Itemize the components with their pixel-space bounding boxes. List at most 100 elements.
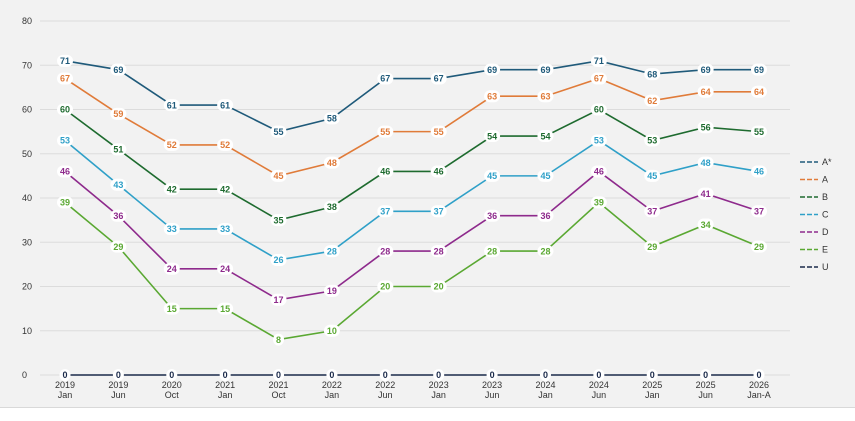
data-labels: 71 69 61 61 55 58 67 67 69 69 71 68 69 69 67 59 52 52 45 48… <box>57 54 767 381</box>
data-label-E: 20 <box>380 282 390 292</box>
data-label-A: 64 <box>754 87 764 97</box>
data-label-E: 28 <box>487 246 497 256</box>
data-point-bg <box>697 85 714 98</box>
x-tick-label-year: 2024 <box>589 380 609 390</box>
data-label-C: 53 <box>60 136 70 146</box>
data-label-D: 17 <box>274 295 284 305</box>
data-point-bg <box>377 125 394 138</box>
data-point-bg <box>112 369 124 381</box>
data-label-C: 53 <box>594 136 604 146</box>
data-label-B: 54 <box>487 131 497 141</box>
data-label-A: 52 <box>220 140 230 150</box>
data-label-C: 48 <box>701 158 711 168</box>
data-point-bg <box>484 209 501 222</box>
data-point-bg <box>217 262 234 275</box>
data-label-D: 36 <box>113 211 123 221</box>
data-label-E: 34 <box>701 220 711 230</box>
data-label-E: 20 <box>434 282 444 292</box>
data-point-bg <box>537 169 554 182</box>
series-line-E <box>64 201 760 341</box>
data-label-C: 45 <box>487 171 497 181</box>
data-label-A*: 71 <box>60 56 70 66</box>
series-line-A* <box>64 60 759 133</box>
data-point-bg <box>644 205 661 218</box>
data-point-bg <box>270 169 287 182</box>
data-label-U: 0 <box>116 370 121 380</box>
data-label-A: 64 <box>701 87 711 97</box>
data-label-U: 0 <box>756 370 761 380</box>
data-point-bg <box>57 103 73 116</box>
y-tick-label: 70 <box>22 60 32 70</box>
data-label-B: 38 <box>327 202 337 212</box>
data-point-bg <box>590 72 607 85</box>
data-label-U: 0 <box>223 370 228 380</box>
data-label-E: 10 <box>327 326 337 336</box>
data-label-C: 37 <box>380 206 390 216</box>
x-axis-ticks: 2019Jan2019Jun2020Oct2021Jan2021Oct2022J… <box>55 375 771 400</box>
data-label-B: 56 <box>701 122 711 132</box>
data-point-bg <box>110 107 127 120</box>
data-point-bg <box>486 369 498 381</box>
data-label-U: 0 <box>169 370 174 380</box>
data-label-C: 37 <box>434 206 444 216</box>
data-point-bg <box>323 200 340 213</box>
data-label-A: 63 <box>487 91 497 101</box>
series-line-B <box>64 108 760 221</box>
data-point-bg <box>644 169 661 182</box>
data-point-bg <box>537 63 554 76</box>
data-label-E: 8 <box>276 335 281 345</box>
legend-label-D: D <box>822 227 829 237</box>
data-point-bg <box>166 369 178 381</box>
data-label-E: 15 <box>220 304 230 314</box>
data-label-B: 46 <box>380 167 390 177</box>
data-label-A: 63 <box>540 91 550 101</box>
x-tick-label-year: 2019 <box>108 380 128 390</box>
x-tick-label-year: 2023 <box>429 380 449 390</box>
x-tick-label-year: 2021 <box>269 380 289 390</box>
data-point-bg <box>110 143 127 156</box>
data-label-E: 39 <box>60 198 70 208</box>
data-label-U: 0 <box>490 370 495 380</box>
data-point-bg <box>57 165 73 178</box>
x-tick-label-year: 2024 <box>535 380 555 390</box>
data-point-bg <box>377 245 394 258</box>
data-point-bg <box>57 196 73 209</box>
data-point-bg <box>110 63 127 76</box>
data-point-bg <box>751 63 767 76</box>
data-point-bg <box>270 125 287 138</box>
data-point-bg <box>593 369 605 381</box>
data-point-bg <box>697 156 714 169</box>
data-point-bg <box>644 94 661 107</box>
x-tick-label-month: Jan <box>58 390 73 400</box>
data-point-bg <box>697 218 714 231</box>
data-point-bg <box>163 262 180 275</box>
data-label-B: 60 <box>594 105 604 115</box>
data-label-B: 60 <box>60 105 70 115</box>
data-label-A*: 61 <box>167 100 177 110</box>
x-tick-label-month: Jan <box>431 390 446 400</box>
data-label-U: 0 <box>703 370 708 380</box>
data-label-A*: 71 <box>594 56 604 66</box>
data-label-A*: 55 <box>274 127 284 137</box>
data-point-bg <box>377 72 394 85</box>
y-tick-label: 50 <box>22 149 32 159</box>
data-point-bg <box>110 178 127 191</box>
data-point-bg <box>270 293 287 306</box>
data-point-bg <box>484 245 501 258</box>
x-tick-label-year: 2020 <box>162 380 182 390</box>
data-label-D: 46 <box>60 167 70 177</box>
data-label-C: 33 <box>220 224 230 234</box>
data-label-A: 52 <box>167 140 177 150</box>
data-point-bg <box>163 138 180 151</box>
data-point-bg <box>270 214 287 227</box>
data-label-C: 43 <box>113 180 123 190</box>
data-point-bg <box>644 240 661 253</box>
data-label-A*: 61 <box>220 100 230 110</box>
data-point-bg <box>430 165 447 178</box>
data-point-bg <box>433 369 445 381</box>
data-point-bg <box>273 369 285 381</box>
series-line-D <box>64 170 760 301</box>
data-point-bg <box>751 165 767 178</box>
data-label-A*: 67 <box>434 74 444 84</box>
legend-label-E: E <box>822 245 828 255</box>
